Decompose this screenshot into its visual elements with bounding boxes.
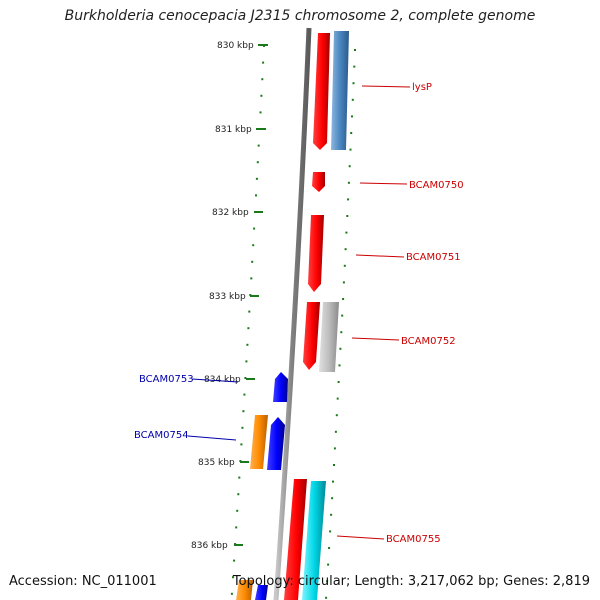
ruler-minor-tick [253, 227, 256, 230]
feature-cyan-block [302, 481, 326, 600]
ruler-minor-tick [345, 231, 348, 234]
feature-blue-block-lower [255, 585, 268, 600]
gene-label-BCAM0755: BCAM0755 [386, 534, 441, 545]
ruler-minor-tick [348, 165, 351, 168]
ruler-minor-tick [335, 414, 338, 417]
ruler-minor-tick [248, 310, 251, 313]
ruler-minor-tick [257, 144, 260, 147]
gene-BCAM0753-arrow [273, 372, 288, 402]
tick-label-835: 835 kbp [198, 458, 235, 468]
ruler-minor-tick [236, 509, 239, 512]
ruler-minor-tick [237, 493, 240, 496]
tick-label-831: 831 kbp [215, 125, 252, 135]
ruler-track-right [325, 49, 356, 599]
ruler-minor-tick [232, 576, 234, 579]
tick-label-830: 830 kbp [217, 41, 254, 51]
gene-label-BCAM0753: BCAM0753 [139, 374, 194, 385]
ruler-minor-tick [330, 513, 333, 516]
ruler-minor-tick [334, 430, 337, 433]
ruler-ticks: 830 kbp 831 kbp 832 kbp 833 kbp 834 kbp … [191, 41, 268, 551]
ruler-minor-tick [342, 298, 345, 300]
genome-summary-text: Topology: circular; Length: 3,217,062 bp… [232, 574, 590, 589]
gene-label-lysP: lysP [412, 82, 432, 93]
ruler-minor-tick [242, 410, 245, 413]
ruler-minor-tick [329, 530, 332, 533]
ruler-minor-tick [350, 132, 353, 134]
ruler-minor-tick [352, 82, 355, 85]
gene-BCAM0755-arrow [284, 479, 307, 600]
ruler-minor-tick [255, 194, 257, 197]
tick-label-833: 833 kbp [209, 292, 246, 302]
ruler-minor-tick [351, 98, 354, 101]
ruler-minor-tick [261, 78, 264, 81]
ruler-minor-tick [325, 596, 328, 599]
ruler-minor-tick [331, 497, 334, 500]
reverse-strand-features [236, 372, 288, 600]
ruler-minor-tick [326, 580, 329, 583]
ruler-minor-tick [241, 426, 244, 429]
ruler-minor-tick [351, 115, 353, 118]
ruler-minor-tick [340, 331, 343, 334]
ruler-minor-tick [342, 281, 345, 284]
ruler-minor-tick [341, 314, 344, 317]
gene-label-BCAM0751: BCAM0751 [406, 252, 461, 263]
tick-label-836: 836 kbp [191, 541, 228, 551]
gene-BCAM0751-arrow [308, 215, 324, 292]
ruler-minor-tick [246, 343, 249, 346]
feature-orange-block [250, 415, 268, 469]
ruler-minor-tick [353, 65, 356, 68]
ruler-minor-tick [333, 464, 335, 466]
ruler-minor-tick [346, 215, 349, 217]
ruler-minor-tick [230, 592, 233, 595]
ruler-minor-tick [259, 111, 262, 114]
ruler-minor-tick [327, 563, 330, 566]
gene-lysP-arrow [313, 33, 330, 150]
ruler-minor-tick [238, 476, 241, 479]
ruler-minor-tick [235, 526, 238, 529]
ruler-minor-tick [339, 347, 342, 350]
gene-BCAM0750-arrow [312, 172, 325, 192]
feature-steelblue-block [331, 31, 349, 150]
ruler-minor-tick [347, 181, 350, 184]
forward-strand-features [284, 31, 349, 600]
ruler-minor-tick [247, 327, 250, 330]
gene-label-BCAM0750: BCAM0750 [409, 180, 464, 191]
ruler-minor-tick [332, 480, 334, 483]
gene-label-BCAM0752: BCAM0752 [401, 336, 456, 347]
ruler-minor-tick [347, 198, 350, 201]
ruler-minor-tick [252, 244, 255, 247]
ruler-minor-tick [344, 248, 347, 251]
ruler-minor-tick [262, 61, 265, 64]
tick-label-834: 834 kbp [204, 375, 241, 385]
ruler-minor-tick [240, 443, 243, 446]
ruler-minor-tick [343, 264, 346, 267]
ruler-minor-tick [250, 277, 253, 280]
ruler-minor-tick [255, 177, 258, 180]
ruler-minor-tick [349, 148, 352, 151]
map-title: Burkholderia cenocepacia J2315 chromosom… [64, 8, 536, 24]
ruler-minor-tick [251, 260, 254, 263]
ruler-minor-tick [337, 381, 340, 383]
accession-text: Accession: NC_011001 [9, 574, 157, 589]
feature-gray-block [319, 302, 339, 372]
ruler-minor-tick [328, 547, 331, 549]
ruler-minor-tick [243, 393, 246, 396]
ruler-minor-tick [260, 94, 263, 97]
ruler-minor-tick [244, 377, 247, 379]
gene-label-BCAM0754: BCAM0754 [134, 430, 189, 441]
chromosome-backbone [273, 27, 312, 600]
ruler-minor-tick [233, 559, 236, 562]
ruler-minor-tick [354, 49, 356, 51]
ruler-minor-tick [256, 161, 259, 164]
feature-orange-block-lower [236, 580, 253, 600]
ruler-minor-tick [336, 397, 339, 400]
gene-BCAM0752-arrow [303, 302, 320, 370]
gene-labels: lysP BCAM0750 BCAM0751 BCAM0752 BCAM0753… [134, 82, 464, 545]
ruler-minor-tick [338, 364, 341, 367]
tick-label-832: 832 kbp [212, 208, 249, 218]
ruler-minor-tick [245, 360, 248, 363]
ruler-minor-tick [333, 447, 336, 450]
gene-BCAM0754-arrow [267, 417, 285, 470]
